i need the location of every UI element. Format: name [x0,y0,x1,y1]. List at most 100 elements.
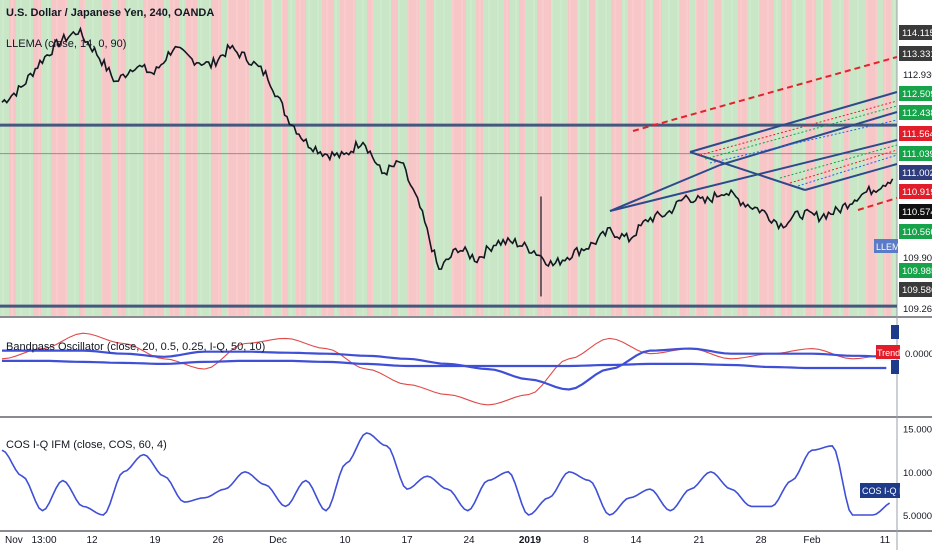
regime-band [373,0,381,316]
regime-band [322,0,334,316]
cos-tag-box[interactable] [860,483,900,498]
regime-band [197,0,203,316]
regime-band [237,0,249,316]
regime-band [441,0,452,316]
regime-band [680,0,689,316]
cos-tag-label: COS I-Q IFM [862,486,915,496]
regime-band [398,0,407,316]
cos-indicator-label[interactable]: COS I-Q IFM (close, COS, 60, 4) [6,439,167,451]
price-badge [899,25,932,40]
cos-series[interactable] [1,432,891,516]
regime-band [458,0,466,316]
bandpass-series-2[interactable] [2,347,887,391]
regime-band [79,0,85,316]
regime-band [510,0,519,316]
channel-line[interactable] [719,111,898,166]
regime-band [850,0,859,316]
regime-band [27,0,33,316]
time-axis-tick-label: 11 [880,535,891,546]
bandpass-marker-upper [891,325,899,339]
regime-band [551,0,561,316]
regime-band [537,0,543,316]
channel-dotted-line[interactable] [704,105,898,160]
price-axis-tick-label: 109.900 [903,253,932,264]
bandpass-marker-lower [891,360,899,374]
regime-band [306,0,313,316]
time-axis-tick-label: 24 [463,535,475,546]
llema-tag-box[interactable] [874,239,898,253]
price-series[interactable] [1,26,894,271]
regime-band [126,0,136,316]
regime-band [33,0,41,316]
regime-band [9,0,16,316]
projection-line-lower[interactable] [857,197,898,211]
cos-axis-tick-label: 5.0000 [903,511,932,522]
channel-dotted-line[interactable] [789,149,898,184]
bandpass-series-1[interactable] [1,332,887,406]
regime-band [282,0,288,316]
regime-band [859,0,866,316]
price-badge-label: 111.002 [902,168,932,179]
regime-band [249,0,255,316]
regime-band [94,0,101,316]
regime-band [476,0,483,316]
price-badge-label: 110.574 [902,207,932,218]
channel-line[interactable] [609,164,721,212]
regime-band [391,0,398,316]
channel-line[interactable] [609,139,898,212]
projection-line-upper[interactable] [632,56,898,132]
regime-band [434,0,441,316]
regime-band [589,0,595,316]
price-badge-label: 112.509 [902,89,932,100]
regime-band [170,0,179,316]
regime-band [526,0,537,316]
regime-band [221,0,228,316]
regime-band [774,0,781,316]
regime-bands [0,0,897,316]
regime-band [595,0,604,316]
channel-dotted-line[interactable] [779,144,898,179]
trend-tag-label: Trend [877,348,900,358]
price-badge [899,126,932,141]
time-axis-tick-label: 19 [149,535,161,546]
regime-band [112,0,118,316]
price-badge-label: 111.039 [902,149,932,160]
regime-band [721,0,731,316]
bandpass-indicator-label[interactable]: Bandpass Oscillator (close, 20, 0.5, 0.2… [6,341,266,353]
time-axis-tick-label: 12 [86,535,98,546]
regime-band [519,0,526,316]
price-badge-label: 109.985 [902,266,932,277]
price-badge-label: 114.115 [902,28,932,39]
regime-band [118,0,126,316]
price-badge-label: 110.919 [902,187,932,198]
regime-band [674,0,680,316]
channel-dotted-line[interactable] [797,154,898,187]
price-badge [899,105,932,120]
regime-band [51,0,58,316]
regime-band [349,0,356,316]
time-axis-tick-label: 8 [583,535,589,546]
price-badge-label: 110.566 [902,227,932,238]
regime-band [731,0,738,316]
bandpass-series-3[interactable] [2,359,887,370]
regime-band [604,0,611,316]
regime-band [466,0,476,316]
time-axis-tick-label: 21 [693,535,705,546]
regime-band [271,0,282,316]
regime-band [765,0,774,316]
regime-band [483,0,492,316]
channel-line[interactable] [689,91,898,153]
regime-band [653,0,662,316]
price-axis-tick-label: 112.930 [903,70,932,81]
regime-band [228,0,237,316]
time-axis-tick-label: 2019 [519,535,542,546]
llema-indicator-label[interactable]: LLEMA (close, 14, 0, 90) [6,38,127,50]
time-axis-tick-label: 14 [630,535,642,546]
regime-band [844,0,850,316]
price-badge [899,224,932,239]
price-badge [899,46,932,61]
trend-tag-box[interactable] [876,345,900,359]
channel-line[interactable] [804,163,898,191]
